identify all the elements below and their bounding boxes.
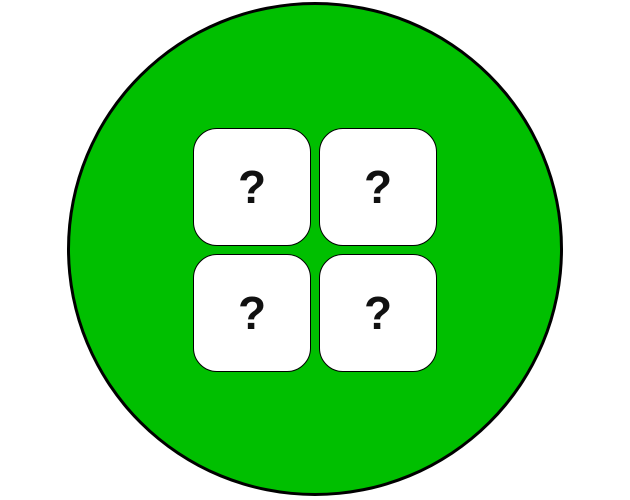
question-mark-label: ?: [237, 161, 267, 213]
hidden-card-bottom-right[interactable]: ?: [319, 254, 437, 372]
card-grid: ? ? ? ?: [193, 128, 437, 372]
game-board-circle: [67, 2, 563, 496]
hidden-card-top-left[interactable]: ?: [193, 128, 311, 246]
hidden-card-top-right[interactable]: ?: [319, 128, 437, 246]
question-mark-label: ?: [363, 287, 393, 339]
hidden-card-bottom-left[interactable]: ?: [193, 254, 311, 372]
question-mark-label: ?: [363, 161, 393, 213]
question-mark-label: ?: [237, 287, 267, 339]
